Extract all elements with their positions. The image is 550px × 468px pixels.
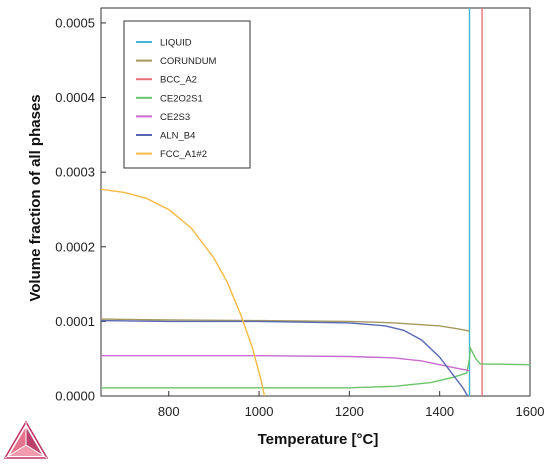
- x-tick-label: 1000: [245, 404, 274, 419]
- x-tick-label: 1200: [335, 404, 364, 419]
- y-tick-label: 0.0003: [55, 165, 95, 180]
- y-tick-label: 0.0000: [55, 389, 95, 404]
- thermo-calc-logo: [3, 420, 49, 459]
- x-tick-label: 1400: [425, 404, 454, 419]
- series-line-ce2o2s1: [101, 345, 530, 389]
- series-line-ce2s3: [101, 355, 470, 372]
- x-tick-label: 800: [158, 404, 180, 419]
- legend-label-corundum: CORUNDUM: [160, 56, 217, 67]
- legend-label-fcc-a1-2: FCC_A1#2: [160, 149, 207, 160]
- legend-label-ce2s3: CE2S3: [160, 112, 190, 123]
- x-axis-title: Temperature [°C]: [258, 431, 379, 448]
- series-line-fcc-a1-2: [101, 188, 266, 396]
- legend: LIQUID CORUNDUM BCC_A2 CE2O2S1 CE2S3 ALN_B4 FC…: [123, 20, 251, 169]
- y-axis-title: Volume fraction of all phases: [27, 94, 44, 301]
- legend-box: [123, 20, 251, 169]
- y-tick-label: 0.0004: [55, 90, 95, 105]
- legend-label-aln-b4: ALN_B4: [160, 131, 195, 142]
- series-line-corundum: [101, 318, 470, 332]
- legend-label-bcc-a2: BCC_A2: [160, 75, 197, 86]
- axes: 800 1000 1200 1400 1600 0.0000 0.0001 0.0002 0.0…: [55, 15, 544, 419]
- y-tick-label: 0.0002: [55, 239, 95, 254]
- y-tick-label: 0.0005: [55, 15, 95, 30]
- x-tick-label: 1600: [516, 404, 545, 419]
- legend-label-ce2o2s1: CE2O2S1: [160, 93, 203, 104]
- legend-label-liquid: LIQUID: [160, 38, 192, 49]
- series-layer: [101, 8, 530, 396]
- series-line-aln-b4: [101, 319, 469, 396]
- y-tick-label: 0.0001: [55, 314, 95, 329]
